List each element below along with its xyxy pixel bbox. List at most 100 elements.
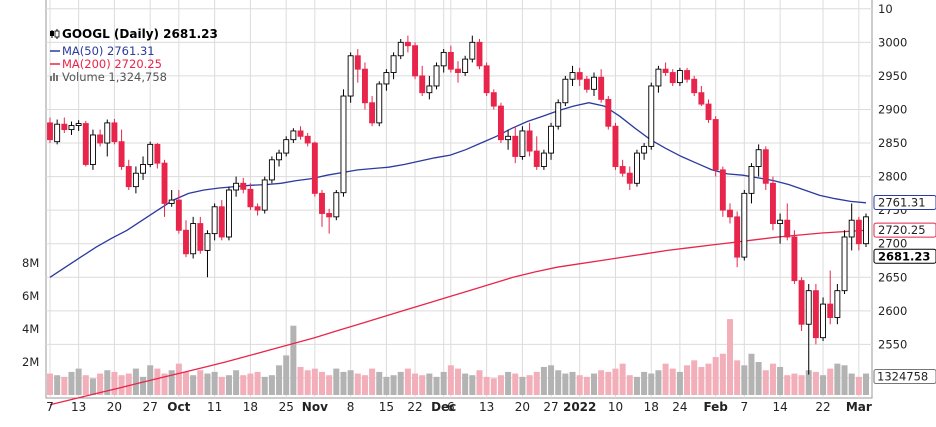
candle-body (233, 182, 240, 191)
candle-body (333, 192, 340, 218)
candle-body (254, 206, 261, 211)
volume-bar (283, 355, 290, 395)
volume-bar (712, 357, 719, 395)
candle-body (276, 152, 283, 161)
x-tick-label: 13 (479, 400, 494, 414)
candle-body (719, 169, 726, 211)
candlestick (190, 216, 197, 259)
volume-bar (132, 368, 139, 395)
candle-body (712, 119, 719, 171)
candlestick (641, 143, 648, 160)
last-price-tag-label: 2681.23 (878, 249, 930, 263)
volume-bar (125, 373, 132, 395)
candlestick-icon (50, 29, 60, 39)
candlestick (684, 67, 691, 83)
volume-bar (54, 375, 61, 395)
volume-bar (855, 376, 862, 395)
candlestick (863, 213, 869, 248)
candlestick (784, 203, 791, 241)
volume-bar (526, 375, 533, 395)
volume-bar (183, 371, 189, 395)
x-tick-label: Mar (846, 400, 872, 414)
candle-body (218, 206, 225, 238)
volume-bar (390, 375, 397, 395)
price-tick-label: 2800 (878, 170, 907, 184)
volume-bar (218, 376, 225, 395)
volume-bar (626, 375, 633, 395)
candle-body (512, 135, 519, 157)
candlestick (834, 283, 841, 325)
candlestick (175, 190, 182, 234)
candlestick (118, 129, 125, 170)
candle-body (361, 68, 368, 104)
candlestick (218, 200, 225, 241)
candlestick (197, 216, 204, 254)
volume-bar (233, 370, 240, 395)
candle-body (440, 51, 447, 67)
legend-volume: Volume 1,324,758 (62, 70, 167, 84)
candlestick (827, 270, 834, 325)
candlestick (68, 121, 75, 135)
candlestick (727, 203, 733, 224)
chart-grid (45, 0, 873, 399)
candlestick (626, 166, 633, 190)
moving-average-lines (49, 102, 867, 406)
candle-body (648, 85, 655, 147)
volume-bar (104, 370, 111, 395)
legend-ma200: MA(200) 2720.25 (62, 57, 162, 71)
candlestick (390, 52, 397, 80)
volume-bar (376, 371, 383, 395)
candlestick (147, 141, 154, 168)
candlestick (183, 220, 189, 258)
volume-bar (276, 365, 283, 395)
candle-body (104, 122, 111, 144)
candle-body (97, 134, 104, 144)
x-tick-label: Oct (167, 400, 190, 414)
volume-bar (605, 371, 612, 395)
candle-body (641, 145, 648, 154)
volume-bar (268, 375, 275, 395)
volume-bar (798, 375, 805, 395)
volume-bar (440, 371, 447, 395)
candle-body (390, 55, 397, 73)
volume-bar (562, 373, 569, 395)
volume-bar (354, 373, 361, 395)
candlestick (569, 65, 576, 86)
x-tick-label: 20 (515, 400, 530, 414)
x-tick-label: 2022 (563, 400, 596, 414)
candlestick (89, 129, 96, 170)
legend-ticker: GOOGL (Daily) 2681.23 (62, 27, 218, 41)
x-tick-label: 15 (379, 400, 394, 414)
candlestick (655, 65, 662, 93)
candlestick (526, 122, 533, 157)
candle-body (526, 130, 533, 152)
volume-bar (247, 373, 254, 395)
volume-bar (633, 376, 640, 395)
x-tick-label: 22 (815, 400, 830, 414)
candlestick (61, 117, 68, 133)
volume-bar (304, 370, 311, 395)
price-tick-label: 2900 (878, 102, 907, 116)
candle-body (354, 55, 361, 70)
candlestick (354, 49, 361, 83)
candle-body (340, 95, 347, 194)
candle-body (347, 55, 354, 97)
candlestick (104, 119, 111, 157)
candle-body (612, 125, 619, 167)
volume-bar (512, 373, 519, 395)
volume-bar (719, 353, 726, 395)
candle-body (89, 134, 96, 165)
x-tick-label: 22 (407, 400, 422, 414)
candlestick (576, 67, 583, 86)
candlestick (540, 149, 547, 170)
volume-bar (540, 366, 547, 395)
volume-bar (483, 376, 490, 395)
x-tick-label: 10 (608, 400, 623, 414)
candlestick (125, 159, 132, 190)
volume-bar (827, 368, 834, 395)
candle-body (863, 216, 869, 245)
volume-bar (175, 363, 182, 395)
volume-bar (755, 362, 762, 395)
candlestick (698, 85, 705, 107)
volume-bar (412, 373, 419, 395)
